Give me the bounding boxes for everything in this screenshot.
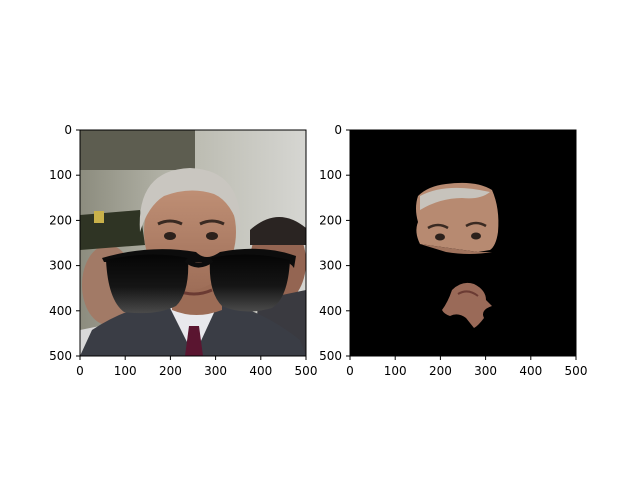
y-tick-label: 0 <box>334 123 342 137</box>
x-tick-label: 200 <box>159 364 182 378</box>
photo-image <box>80 130 306 356</box>
left-axes-frame <box>79 129 307 357</box>
x-tick-label: 500 <box>565 364 588 378</box>
x-tick-label: 100 <box>114 364 137 378</box>
y-tick-label: 200 <box>49 213 72 227</box>
y-tick-label: 100 <box>319 168 342 182</box>
y-tick-label: 100 <box>49 168 72 182</box>
x-tick-label: 0 <box>76 364 84 378</box>
y-tick-label: 0 <box>64 123 72 137</box>
y-tick-label: 200 <box>319 213 342 227</box>
x-tick-label: 0 <box>346 364 354 378</box>
right-axes-frame <box>349 129 577 357</box>
mask-image <box>350 130 576 356</box>
left-x-axis: 0 100 200 300 400 500 <box>76 356 317 378</box>
x-tick-label: 500 <box>295 364 318 378</box>
sunglasses-overlay <box>102 248 296 314</box>
x-tick-label: 400 <box>519 364 542 378</box>
left-y-axis: 0 100 200 300 400 500 <box>49 123 80 363</box>
y-tick-label: 500 <box>319 349 342 363</box>
right-mask-panel: 0 100 200 300 400 500 0 100 200 300 400 … <box>319 123 587 378</box>
y-tick-label: 500 <box>49 349 72 363</box>
right-y-axis: 0 100 200 300 400 500 <box>319 123 350 363</box>
y-tick-label: 300 <box>319 259 342 273</box>
right-x-axis: 0 100 200 300 400 500 <box>346 356 587 378</box>
x-tick-label: 300 <box>204 364 227 378</box>
x-tick-label: 300 <box>474 364 497 378</box>
y-tick-label: 400 <box>49 304 72 318</box>
x-tick-label: 200 <box>429 364 452 378</box>
y-tick-label: 300 <box>49 259 72 273</box>
left-photo-panel: 0 100 200 300 400 500 0 100 200 300 400 … <box>49 123 317 378</box>
x-tick-label: 100 <box>384 364 407 378</box>
y-tick-label: 400 <box>319 304 342 318</box>
x-tick-label: 400 <box>249 364 272 378</box>
